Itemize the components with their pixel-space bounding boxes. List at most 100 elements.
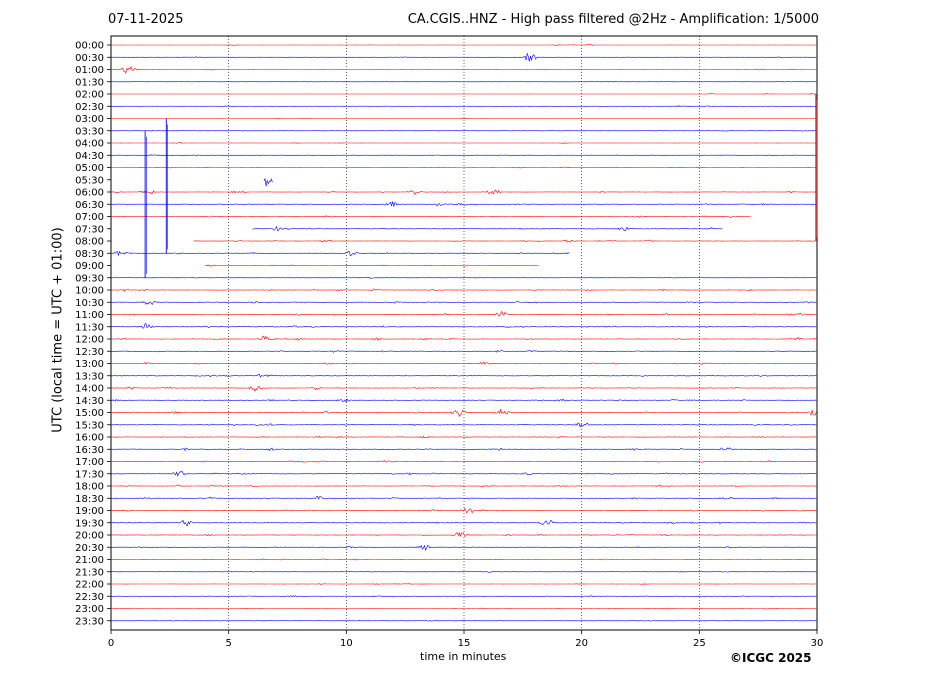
y-tick-label: 10:30 [75, 298, 104, 309]
x-tick-label: 20 [575, 638, 588, 649]
chart-title: CA.CGIS..HNZ - High pass filtered @2Hz -… [407, 12, 819, 27]
trace-row [110, 323, 817, 329]
trace-row [110, 470, 817, 477]
y-tick-label: 08:00 [75, 237, 104, 248]
seismic-traces [110, 44, 818, 622]
trace-row [110, 595, 817, 598]
trace-row [252, 225, 723, 232]
y-tick-label: 06:30 [75, 200, 104, 211]
y-tick-label: 13:00 [75, 359, 104, 370]
y-tick-label: 11:00 [75, 310, 104, 321]
x-tick-label: 0 [108, 638, 114, 649]
y-tick-label: 15:30 [75, 420, 104, 431]
trace-row [110, 373, 817, 378]
y-tick-label: 21:30 [75, 567, 104, 578]
y-tick-label: 20:30 [75, 543, 104, 554]
y-tick-label: 12:30 [75, 347, 104, 358]
trace-row [110, 484, 817, 488]
y-tick-label: 01:30 [75, 77, 104, 88]
y-tick-label: 09:30 [75, 273, 104, 284]
y-tick-label: 07:00 [75, 212, 104, 223]
y-tick-label: 23:30 [75, 616, 104, 627]
x-tick-label: 10 [340, 638, 353, 649]
y-tick-label: 14:30 [75, 396, 104, 407]
trace-row [110, 130, 817, 132]
trace-row [111, 93, 817, 95]
trace-row [110, 300, 817, 306]
y-tick-label: 05:30 [75, 175, 104, 186]
y-tick-label: 18:00 [75, 482, 104, 493]
trace-row [111, 495, 817, 500]
y-tick-label: 05:00 [75, 163, 104, 174]
trace-row [111, 80, 817, 83]
trace-row [110, 361, 817, 365]
trace-row [110, 154, 817, 157]
y-tick-label: 15:00 [75, 408, 104, 419]
trace-row [110, 386, 817, 392]
y-tick-label: 00:00 [75, 41, 104, 52]
trace-row [110, 570, 817, 573]
x-tick-label: 5 [225, 638, 231, 649]
trace-row [110, 558, 817, 561]
trace-row [110, 583, 817, 586]
trace-row [110, 288, 817, 292]
y-tick-label: 21:00 [75, 555, 104, 566]
y-tick-label: 13:30 [75, 371, 104, 382]
y-tick-label: 12:00 [75, 335, 104, 346]
date-label: 07-11-2025 [108, 12, 184, 27]
trace-row [110, 250, 570, 257]
trace-row [110, 447, 817, 452]
trace-row [110, 544, 817, 551]
y-tick-label: 20:00 [75, 531, 104, 542]
x-tick-label: 25 [693, 638, 706, 649]
y-tick-label: 00:30 [75, 53, 104, 64]
y-tick-label: 16:00 [75, 433, 104, 444]
y-tick-label: 02:30 [75, 102, 104, 113]
y-tick-label: 04:00 [75, 139, 104, 150]
x-tick-label: 15 [458, 638, 471, 649]
trace-row [111, 201, 817, 207]
y-tick-label: 04:30 [75, 151, 104, 162]
copyright-label: ©ICGC 2025 [730, 651, 812, 665]
trace-row [111, 166, 817, 169]
trace-row [110, 460, 817, 463]
trace-row [111, 619, 817, 622]
y-tick-label: 11:30 [75, 322, 104, 333]
y-tick-label: 09:00 [75, 261, 104, 272]
trace-row [111, 105, 817, 108]
trace-row [193, 239, 817, 243]
trace-row [110, 215, 751, 219]
y-tick-label: 07:30 [75, 224, 104, 235]
x-tick-label: 30 [811, 638, 824, 649]
trace-row [111, 65, 817, 75]
trace-row [111, 435, 817, 439]
trace-row [263, 178, 273, 187]
trace-row [110, 349, 817, 353]
y-tick-label: 17:00 [75, 457, 104, 468]
y-tick-label: 03:00 [75, 114, 104, 125]
trace-row [205, 264, 539, 267]
y-tick-label: 01:00 [75, 65, 104, 76]
x-axis-label: time in minutes [420, 650, 507, 663]
trace-row [110, 189, 817, 196]
grid-lines [228, 36, 700, 630]
y-tick-label: 19:30 [75, 518, 104, 529]
trace-row [110, 422, 817, 428]
trace-row [111, 276, 817, 279]
y-tick-label: 16:30 [75, 445, 104, 456]
trace-row [111, 519, 817, 527]
y-tick-label: 18:30 [75, 494, 104, 505]
trace-row [111, 507, 817, 514]
y-tick-label: 03:30 [75, 126, 104, 137]
y-tick-label: 22:30 [75, 592, 104, 603]
trace-row [111, 52, 817, 62]
y-tick-label: 08:30 [75, 249, 104, 260]
y-tick-label: 19:00 [75, 506, 104, 517]
trace-row [111, 44, 817, 46]
trace-row [110, 398, 817, 403]
x-axis-ticks: 0 5 10 15 20 25 30 [108, 630, 824, 649]
trace-row [111, 607, 817, 610]
y-tick-label: 06:00 [75, 188, 104, 199]
